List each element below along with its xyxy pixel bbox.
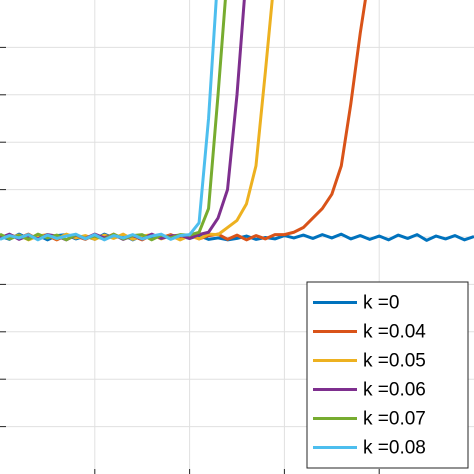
series-line: [0, 0, 367, 242]
legend-box: [306, 281, 469, 469]
series-line: [0, 0, 218, 242]
legend-label: k =0.04: [363, 322, 426, 343]
legend-label: k =0.06: [363, 380, 426, 401]
legend-label: k =0.07: [363, 409, 426, 430]
plot-lines: [0, 0, 474, 242]
legend-label: k =0.08: [363, 438, 426, 459]
legend-label: k =0.05: [363, 351, 426, 372]
series-line: [0, 0, 227, 242]
legend-label: k =0: [363, 293, 399, 314]
legend: k =0 k =0.04 k =0.05 k =0.06 k =0.07 k =0.08: [306, 281, 469, 469]
